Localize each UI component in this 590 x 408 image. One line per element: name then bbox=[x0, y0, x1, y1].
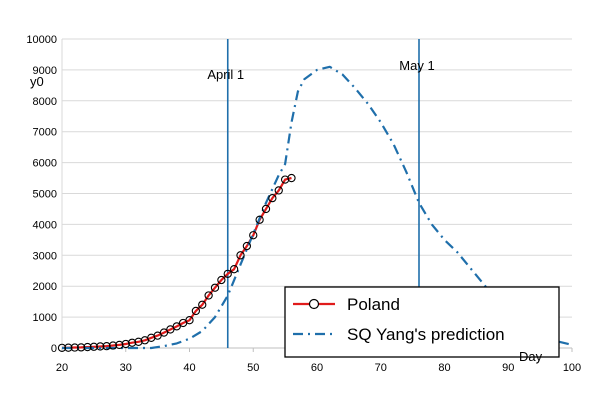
x-tick-label: 30 bbox=[120, 362, 132, 374]
y-tick-label: 0 bbox=[51, 343, 57, 355]
x-tick-label: 60 bbox=[311, 362, 323, 374]
x-axis-label: Day bbox=[519, 349, 543, 364]
x-tick-label: 80 bbox=[438, 362, 450, 374]
y-tick-label: 4000 bbox=[33, 219, 57, 231]
y-tick-label: 7000 bbox=[33, 127, 57, 139]
x-tick-label: 50 bbox=[247, 362, 259, 374]
vertical-marker-label: May 1 bbox=[399, 58, 434, 73]
legend-label-prediction: SQ Yang's prediction bbox=[347, 325, 505, 344]
poland-markers bbox=[58, 174, 295, 351]
y-tick-label: 5000 bbox=[33, 189, 57, 201]
y-tick-label: 6000 bbox=[33, 158, 57, 170]
y-tick-label: 1000 bbox=[33, 312, 57, 324]
y-axis-label: y0 bbox=[30, 74, 44, 89]
y-tick-label: 8000 bbox=[33, 96, 57, 108]
legend: Poland SQ Yang's prediction bbox=[285, 287, 559, 357]
x-tick-label: 20 bbox=[56, 362, 68, 374]
x-tick-label: 70 bbox=[375, 362, 387, 374]
legend-label-poland: Poland bbox=[347, 295, 400, 314]
x-tick-label: 100 bbox=[563, 362, 581, 374]
legend-marker-poland bbox=[310, 300, 319, 309]
x-tick-label: 40 bbox=[183, 362, 195, 374]
y-tick-label: 10000 bbox=[26, 34, 57, 46]
vertical-marker-label: April 1 bbox=[207, 67, 244, 82]
y-tick-label: 3000 bbox=[33, 250, 57, 262]
x-tick-label: 90 bbox=[502, 362, 514, 374]
legend-box bbox=[285, 287, 559, 357]
y-tick-label: 2000 bbox=[33, 281, 57, 293]
